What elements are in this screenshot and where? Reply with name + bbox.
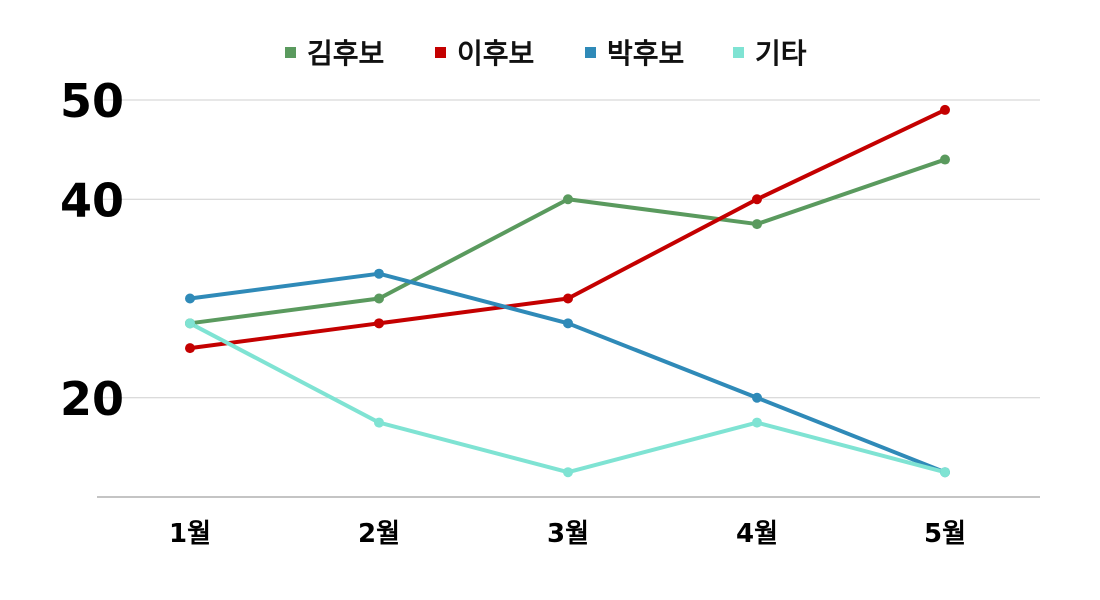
legend-label: 박후보 xyxy=(607,37,684,70)
data-point xyxy=(563,194,573,205)
y-tick-label: 40 xyxy=(60,173,124,227)
data-point xyxy=(374,268,384,279)
x-axis-ticks: 1월 2월 3월 4월 5월 xyxy=(169,519,966,549)
y-tick-label: 20 xyxy=(60,372,124,426)
data-point xyxy=(752,194,762,205)
data-point xyxy=(752,219,762,230)
data-point xyxy=(752,392,762,403)
x-tick-label: 1월 xyxy=(169,519,211,549)
data-point xyxy=(563,318,573,329)
legend-swatch xyxy=(435,47,446,58)
data-point xyxy=(185,318,195,329)
data-point xyxy=(940,154,950,165)
legend-label: 김후보 xyxy=(307,37,384,70)
data-point xyxy=(374,293,384,304)
series-points xyxy=(185,104,950,478)
data-point xyxy=(563,467,573,478)
legend-label: 기타 xyxy=(755,37,807,70)
data-point xyxy=(563,293,573,304)
data-point xyxy=(374,318,384,329)
data-point xyxy=(374,417,384,428)
data-point xyxy=(185,343,195,354)
data-point xyxy=(940,104,950,115)
series-line xyxy=(188,107,947,351)
data-point xyxy=(752,417,762,428)
legend-swatch xyxy=(733,47,744,58)
y-tick-label: 50 xyxy=(60,74,124,128)
legend-swatch xyxy=(585,47,596,58)
legend-swatch xyxy=(285,47,296,58)
data-point xyxy=(185,293,195,304)
y-axis-ticks: 20 40 50 xyxy=(60,74,124,426)
legend-label: 이후보 xyxy=(457,37,534,70)
x-tick-label: 4월 xyxy=(736,519,778,549)
x-tick-label: 5월 xyxy=(924,519,966,549)
x-tick-label: 3월 xyxy=(547,519,589,549)
data-point xyxy=(940,467,950,478)
legend: 김후보 이후보 박후보 기타 xyxy=(285,37,807,70)
x-tick-label: 2월 xyxy=(358,519,400,549)
gridlines xyxy=(97,99,1040,399)
series-lines xyxy=(188,107,947,475)
